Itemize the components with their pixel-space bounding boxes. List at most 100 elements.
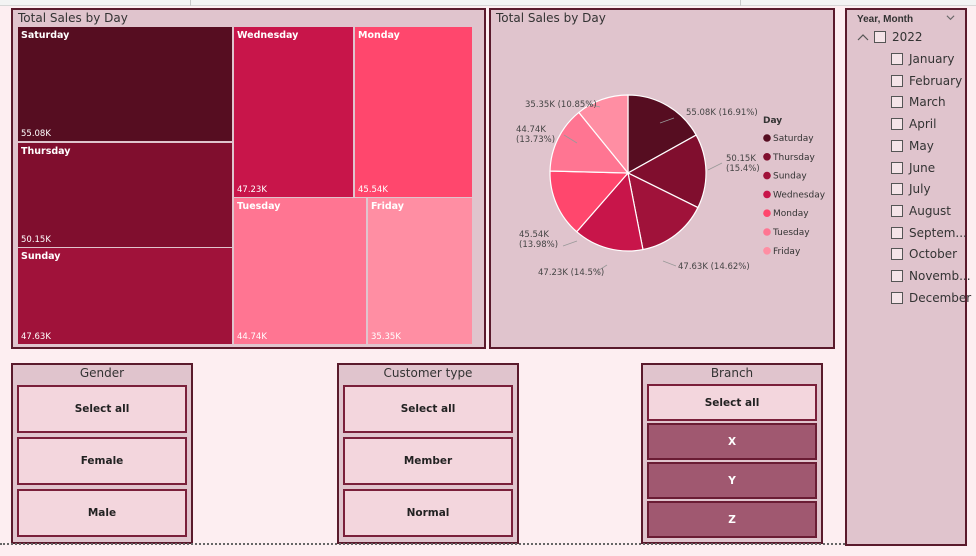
month-label: Novemb... <box>909 269 971 283</box>
month-item[interactable]: October <box>891 247 957 261</box>
month-checkbox[interactable] <box>891 291 903 304</box>
treemap-tile-value: 47.23K <box>237 185 267 195</box>
pie-slice-tuesday[interactable] <box>549 111 630 174</box>
pie-legend-title: Day <box>763 116 782 126</box>
pie-slice-friday[interactable] <box>577 94 629 175</box>
month-item[interactable]: June <box>891 161 935 175</box>
customer-type-normal-button[interactable]: Normal <box>343 489 513 537</box>
month-checkbox[interactable] <box>891 118 903 131</box>
treemap-tile-monday[interactable]: Monday 45.54K <box>355 27 472 197</box>
month-item[interactable]: December <box>891 291 971 305</box>
month-checkbox[interactable] <box>891 183 903 196</box>
treemap-panel[interactable]: Total Sales by Day Saturday 55.08K Thurs… <box>11 8 486 349</box>
customer-type-select-all-button[interactable]: Select all <box>343 385 513 433</box>
branch-slicer: Branch Select all X Y Z <box>641 363 823 544</box>
treemap-tile-friday[interactable]: Friday 35.35K <box>368 198 472 344</box>
treemap-tile-value: 45.54K <box>358 185 388 195</box>
pie-data-label: 55.08K (16.91%) <box>686 108 758 118</box>
month-checkbox[interactable] <box>891 226 903 239</box>
legend-label[interactable]: Monday <box>773 209 809 219</box>
chevron-up-icon[interactable] <box>857 32 869 42</box>
ribbon-divider <box>190 0 191 6</box>
pie-leader-line <box>707 162 723 171</box>
pie-chart[interactable]: 55.08K (16.91%) 50.15K (15.4%) 47.63K (14.6… <box>491 27 833 347</box>
month-label: July <box>909 182 931 197</box>
gender-select-all-button[interactable]: Select all <box>17 385 187 433</box>
month-checkbox[interactable] <box>891 204 903 217</box>
legend-label[interactable]: Saturday <box>773 134 814 144</box>
treemap-tile-value: 44.74K <box>237 332 267 342</box>
treemap-tile-sunday[interactable]: Sunday 47.63K <box>18 248 232 344</box>
legend-label[interactable]: Sunday <box>773 172 807 182</box>
pie-leader-line <box>595 264 608 273</box>
month-item[interactable]: Novemb... <box>891 269 971 283</box>
branch-z-button[interactable]: Z <box>647 501 817 538</box>
month-item[interactable]: August <box>891 204 951 218</box>
pie-slice-sunday[interactable] <box>627 171 699 251</box>
pie-leader-line <box>587 103 601 108</box>
treemap-tile-saturday[interactable]: Saturday 55.08K <box>18 27 232 141</box>
month-item[interactable]: March <box>891 95 946 109</box>
legend-label[interactable]: Friday <box>773 247 801 257</box>
pie-title: Total Sales by Day <box>496 11 606 25</box>
legend-label[interactable]: Thursday <box>772 153 816 163</box>
checkbox-year[interactable] <box>874 31 886 43</box>
treemap-tile-value: 35.35K <box>371 332 401 342</box>
branch-y-button[interactable]: Y <box>647 462 817 499</box>
pie-data-label: 47.23K (14.5%) <box>538 268 604 278</box>
branch-x-button[interactable]: X <box>647 423 817 460</box>
month-item[interactable]: January <box>891 52 955 66</box>
pie-leader-line <box>659 117 675 124</box>
treemap-tile-thursday[interactable]: Thursday 50.15K <box>18 143 232 247</box>
month-checkbox[interactable] <box>891 74 903 87</box>
legend-marker-friday <box>763 247 771 255</box>
pie-slice-monday[interactable] <box>549 170 630 233</box>
gender-male-button[interactable]: Male <box>17 489 187 537</box>
treemap-tile-wednesday[interactable]: Wednesday 47.23K <box>234 27 353 197</box>
month-label: March <box>909 95 946 110</box>
pie-data-label: 35.35K (10.85%) <box>525 100 597 110</box>
treemap-tile-label: Wednesday <box>237 30 299 41</box>
month-checkbox[interactable] <box>891 53 903 65</box>
ribbon-strip <box>0 0 976 6</box>
pie-panel[interactable]: Total Sales by Day 55.08K (16.91%) 50.15K… <box>489 8 835 349</box>
treemap-tile-label: Tuesday <box>237 201 281 212</box>
month-item[interactable]: Septem... <box>891 226 967 240</box>
year-row[interactable]: 2022 <box>857 30 923 44</box>
treemap-title: Total Sales by Day <box>18 11 128 25</box>
legend-label[interactable]: Tuesday <box>772 228 810 238</box>
pie-slice-wednesday[interactable] <box>575 171 644 252</box>
page-boundary-dotted <box>0 543 845 545</box>
legend-marker-sunday <box>763 171 771 180</box>
treemap-tile-value: 50.15K <box>21 235 51 245</box>
customer-type-member-button[interactable]: Member <box>343 437 513 485</box>
customer-type-slicer-title: Customer type <box>383 366 473 380</box>
legend-marker-saturday <box>763 134 771 142</box>
treemap-tile-tuesday[interactable]: Tuesday 44.74K <box>234 198 366 344</box>
branch-select-all-button[interactable]: Select all <box>647 384 817 421</box>
month-label: Septem... <box>909 225 967 240</box>
month-checkbox[interactable] <box>891 139 903 152</box>
month-item[interactable]: April <box>891 117 936 131</box>
pie-slice-saturday[interactable] <box>627 94 697 175</box>
year-month-title: Year, Month <box>857 14 914 25</box>
month-item[interactable]: May <box>891 139 934 153</box>
treemap-tile-value: 47.63K <box>21 332 51 342</box>
legend-label[interactable]: Wednesday <box>773 190 826 200</box>
month-checkbox[interactable] <box>891 96 903 109</box>
month-checkbox[interactable] <box>891 270 903 282</box>
month-checkbox[interactable] <box>891 161 903 174</box>
month-checkbox[interactable] <box>891 248 903 261</box>
treemap-tile-label: Monday <box>358 30 400 41</box>
pie-data-label: 45.54K (13.98%) <box>519 230 558 250</box>
month-item[interactable]: July <box>891 182 931 196</box>
month-label: February <box>909 73 963 88</box>
gender-female-button[interactable]: Female <box>17 437 187 485</box>
month-label: April <box>909 117 937 132</box>
chevron-down-icon[interactable] <box>946 13 955 22</box>
pie-slice-thursday[interactable] <box>626 134 707 209</box>
month-label: May <box>909 138 934 153</box>
treemap-tile-label: Sunday <box>21 251 61 262</box>
month-item[interactable]: February <box>891 74 962 88</box>
customer-type-slicer: Customer type Select all Member Normal <box>337 363 519 544</box>
